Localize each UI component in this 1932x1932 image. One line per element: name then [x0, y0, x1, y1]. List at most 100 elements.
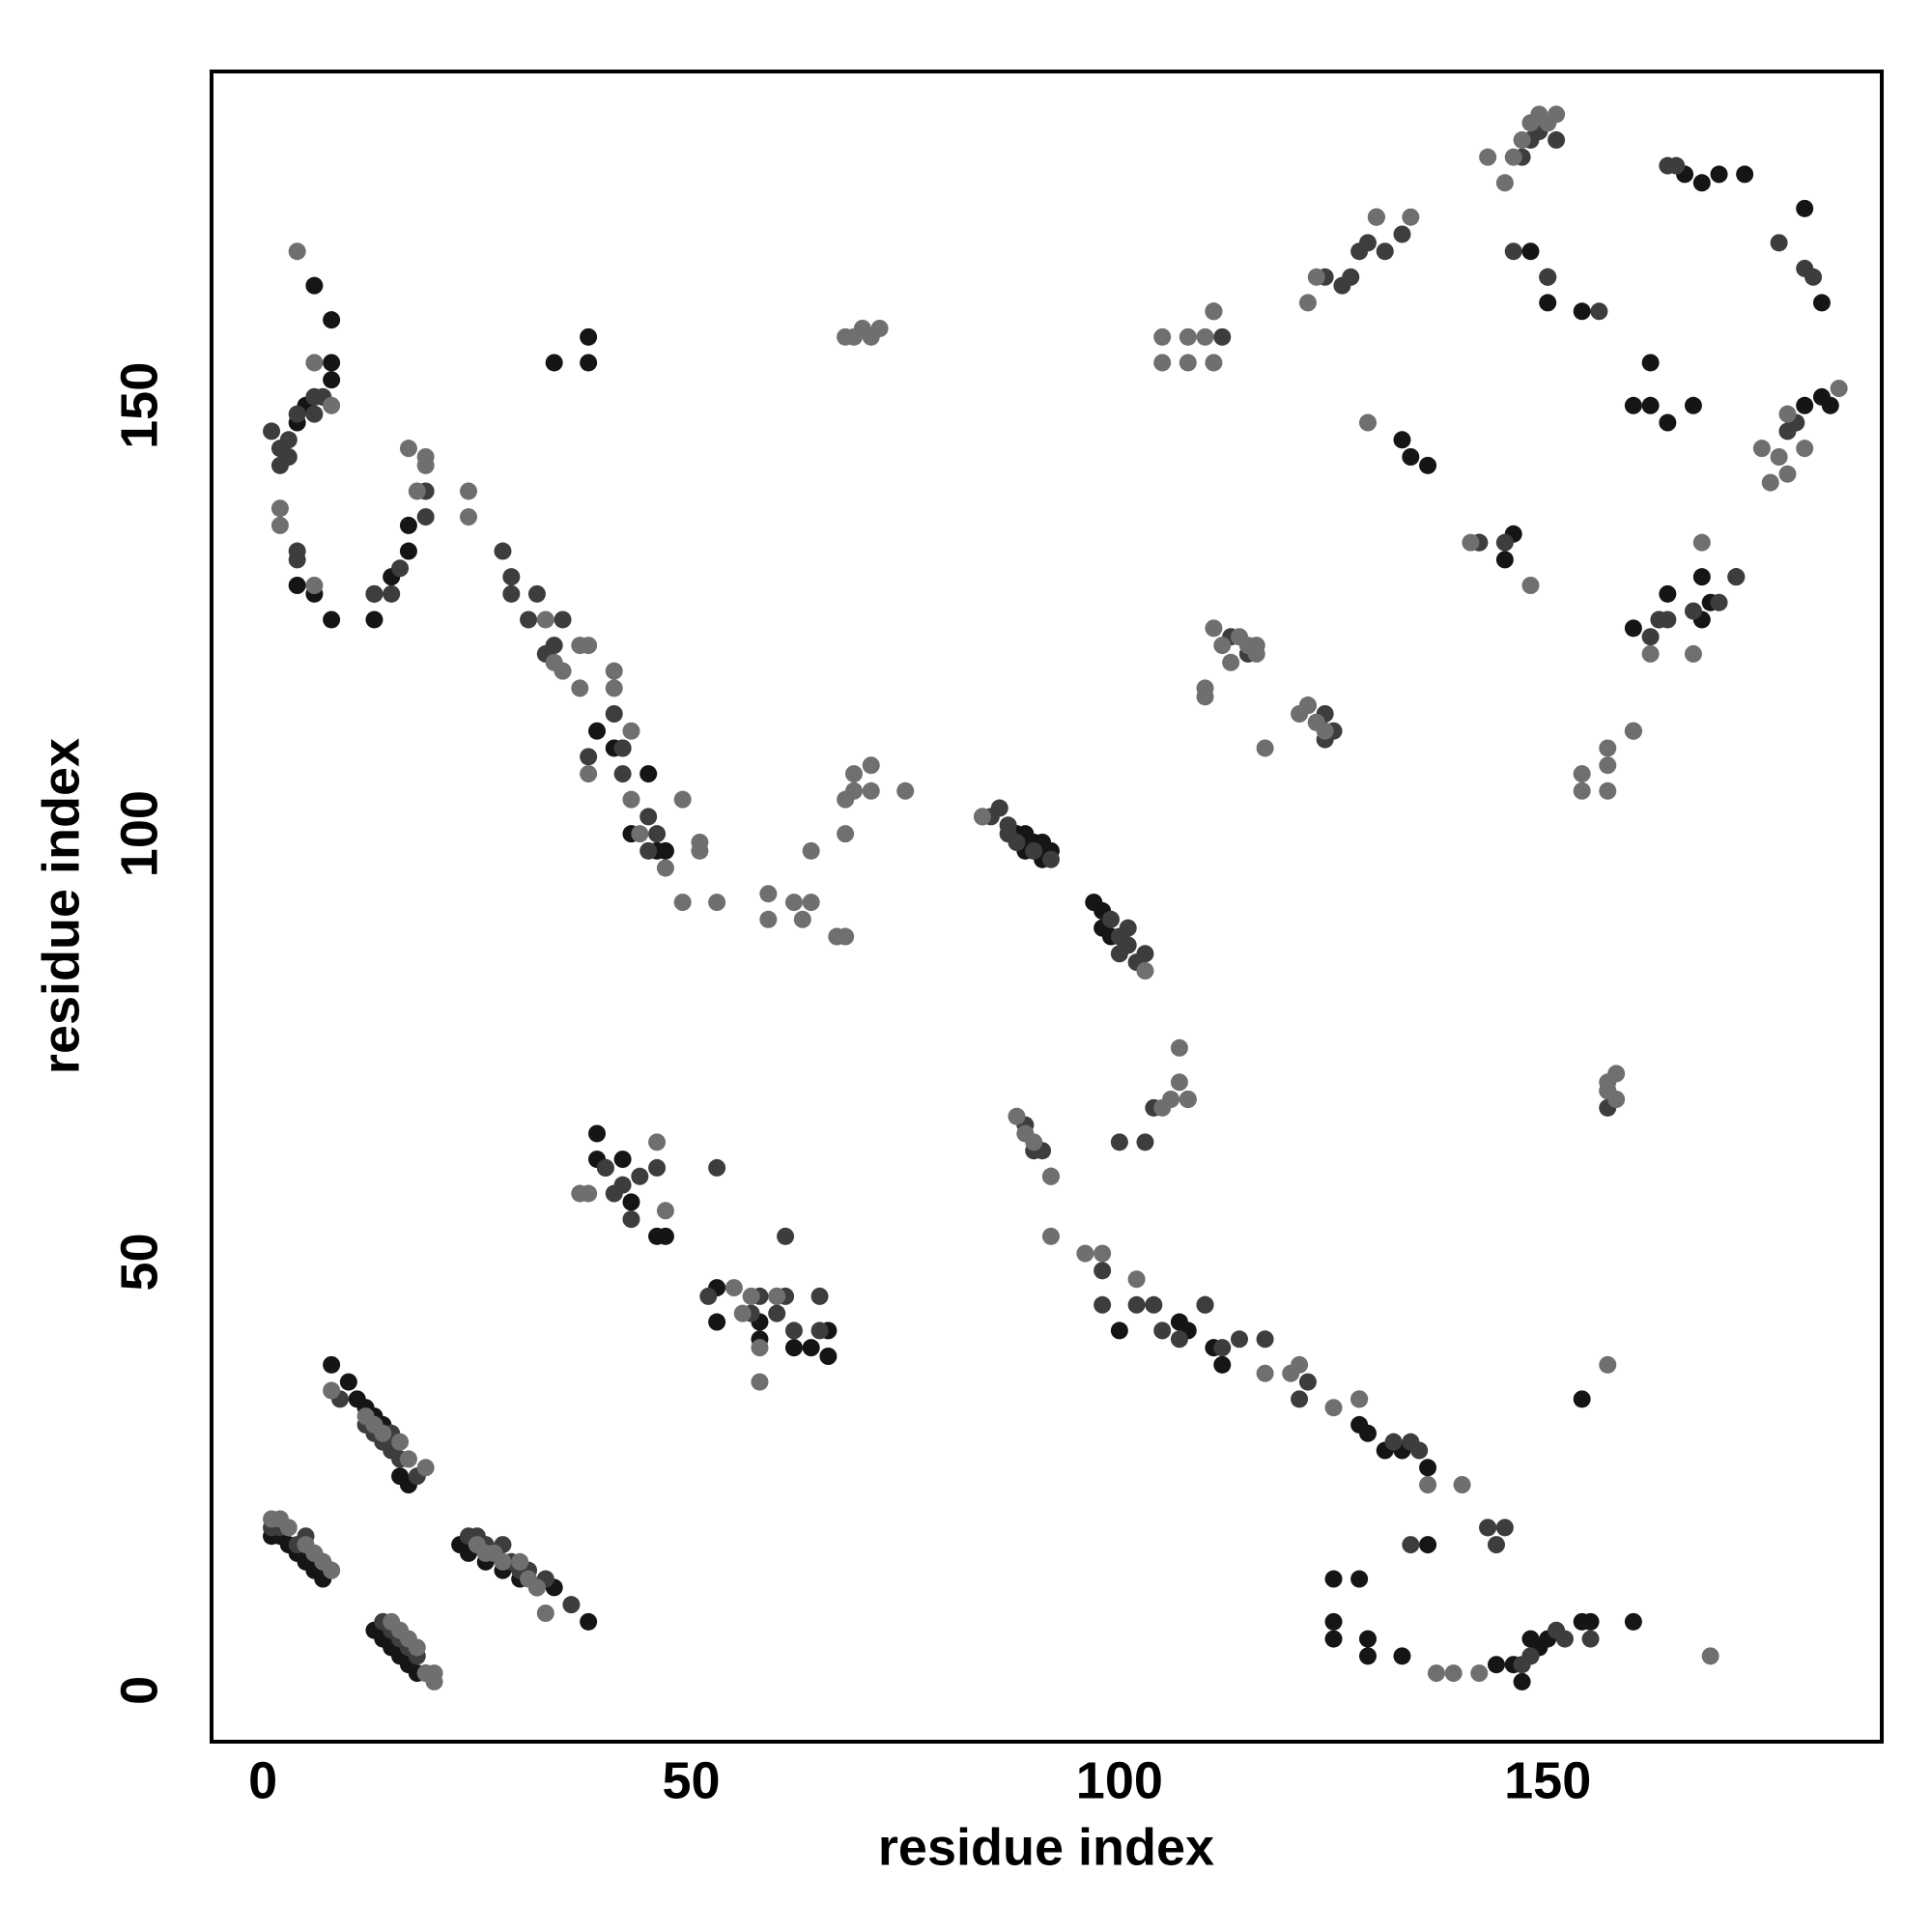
point	[1025, 1133, 1043, 1151]
point	[1298, 696, 1317, 715]
point	[1402, 1536, 1420, 1554]
point	[1599, 1355, 1617, 1374]
point	[1127, 1295, 1146, 1314]
point	[1419, 456, 1437, 474]
point	[1624, 722, 1642, 740]
point	[1770, 234, 1788, 252]
point	[1324, 1570, 1343, 1588]
point	[1761, 473, 1779, 492]
point	[1479, 148, 1497, 166]
point	[580, 1184, 598, 1203]
point	[1359, 1647, 1377, 1665]
point	[1324, 1612, 1343, 1631]
y-tick-label: 100	[110, 790, 168, 877]
point	[605, 679, 623, 697]
point	[1770, 448, 1788, 466]
point	[1170, 1073, 1188, 1092]
y-tick-label: 0	[110, 1676, 168, 1705]
point	[974, 808, 991, 826]
point	[279, 431, 298, 449]
point	[656, 841, 674, 860]
point	[323, 354, 341, 372]
point	[751, 1373, 769, 1391]
point	[699, 1287, 718, 1305]
point	[1094, 1262, 1112, 1280]
point	[1488, 1656, 1505, 1674]
y-axis-title: residue index	[32, 738, 90, 1074]
point	[1548, 105, 1566, 124]
point	[837, 927, 855, 946]
point	[1119, 919, 1137, 937]
point	[1513, 130, 1531, 149]
point	[1521, 1647, 1540, 1665]
point	[1624, 396, 1642, 414]
point	[263, 422, 281, 440]
point	[494, 1552, 512, 1571]
point	[896, 781, 915, 800]
point	[1692, 533, 1711, 552]
point	[1008, 834, 1026, 851]
point	[1495, 174, 1514, 192]
point	[1350, 1390, 1369, 1408]
point	[1213, 1355, 1232, 1374]
point	[639, 765, 658, 783]
point	[305, 354, 324, 372]
point	[1179, 354, 1197, 372]
point	[810, 1287, 829, 1305]
point	[527, 1578, 546, 1597]
point	[1410, 1441, 1429, 1460]
point	[622, 722, 640, 740]
point	[622, 1210, 640, 1229]
point	[784, 1339, 803, 1357]
point	[1599, 1082, 1617, 1100]
point	[1710, 165, 1728, 184]
point	[1205, 619, 1223, 638]
point	[691, 841, 709, 860]
point	[374, 1424, 392, 1442]
point	[1213, 1339, 1232, 1357]
point	[511, 1552, 529, 1571]
point	[810, 1321, 829, 1340]
point	[288, 577, 306, 594]
point	[1624, 1612, 1642, 1631]
point	[1419, 1476, 1437, 1493]
point	[1479, 1519, 1497, 1537]
point	[613, 1176, 632, 1194]
point	[1196, 327, 1214, 346]
point	[562, 1596, 581, 1614]
point	[323, 311, 341, 329]
point	[1196, 1295, 1214, 1314]
point	[1342, 268, 1360, 286]
point	[580, 765, 598, 783]
point	[545, 637, 563, 655]
point	[837, 825, 855, 843]
point	[648, 1158, 667, 1177]
point	[1453, 1476, 1471, 1493]
point	[605, 662, 623, 680]
point	[1170, 1038, 1188, 1057]
point	[554, 662, 572, 680]
point	[1298, 294, 1317, 312]
point	[270, 516, 289, 534]
point	[708, 1313, 726, 1331]
point	[793, 910, 811, 928]
point	[768, 1304, 786, 1322]
point	[751, 1339, 769, 1357]
plot-frame	[210, 70, 1884, 1744]
point	[673, 894, 692, 912]
point	[580, 748, 598, 766]
point	[1196, 679, 1214, 697]
point	[1153, 327, 1172, 346]
point	[639, 808, 658, 826]
point	[323, 396, 341, 414]
point	[1659, 611, 1677, 629]
point	[545, 354, 563, 372]
point	[802, 894, 820, 912]
point	[1145, 1295, 1163, 1314]
point	[622, 1193, 640, 1211]
point	[391, 1433, 410, 1451]
point	[802, 1339, 820, 1357]
point	[1573, 1390, 1591, 1408]
point	[1170, 1330, 1188, 1349]
point	[1667, 156, 1686, 175]
